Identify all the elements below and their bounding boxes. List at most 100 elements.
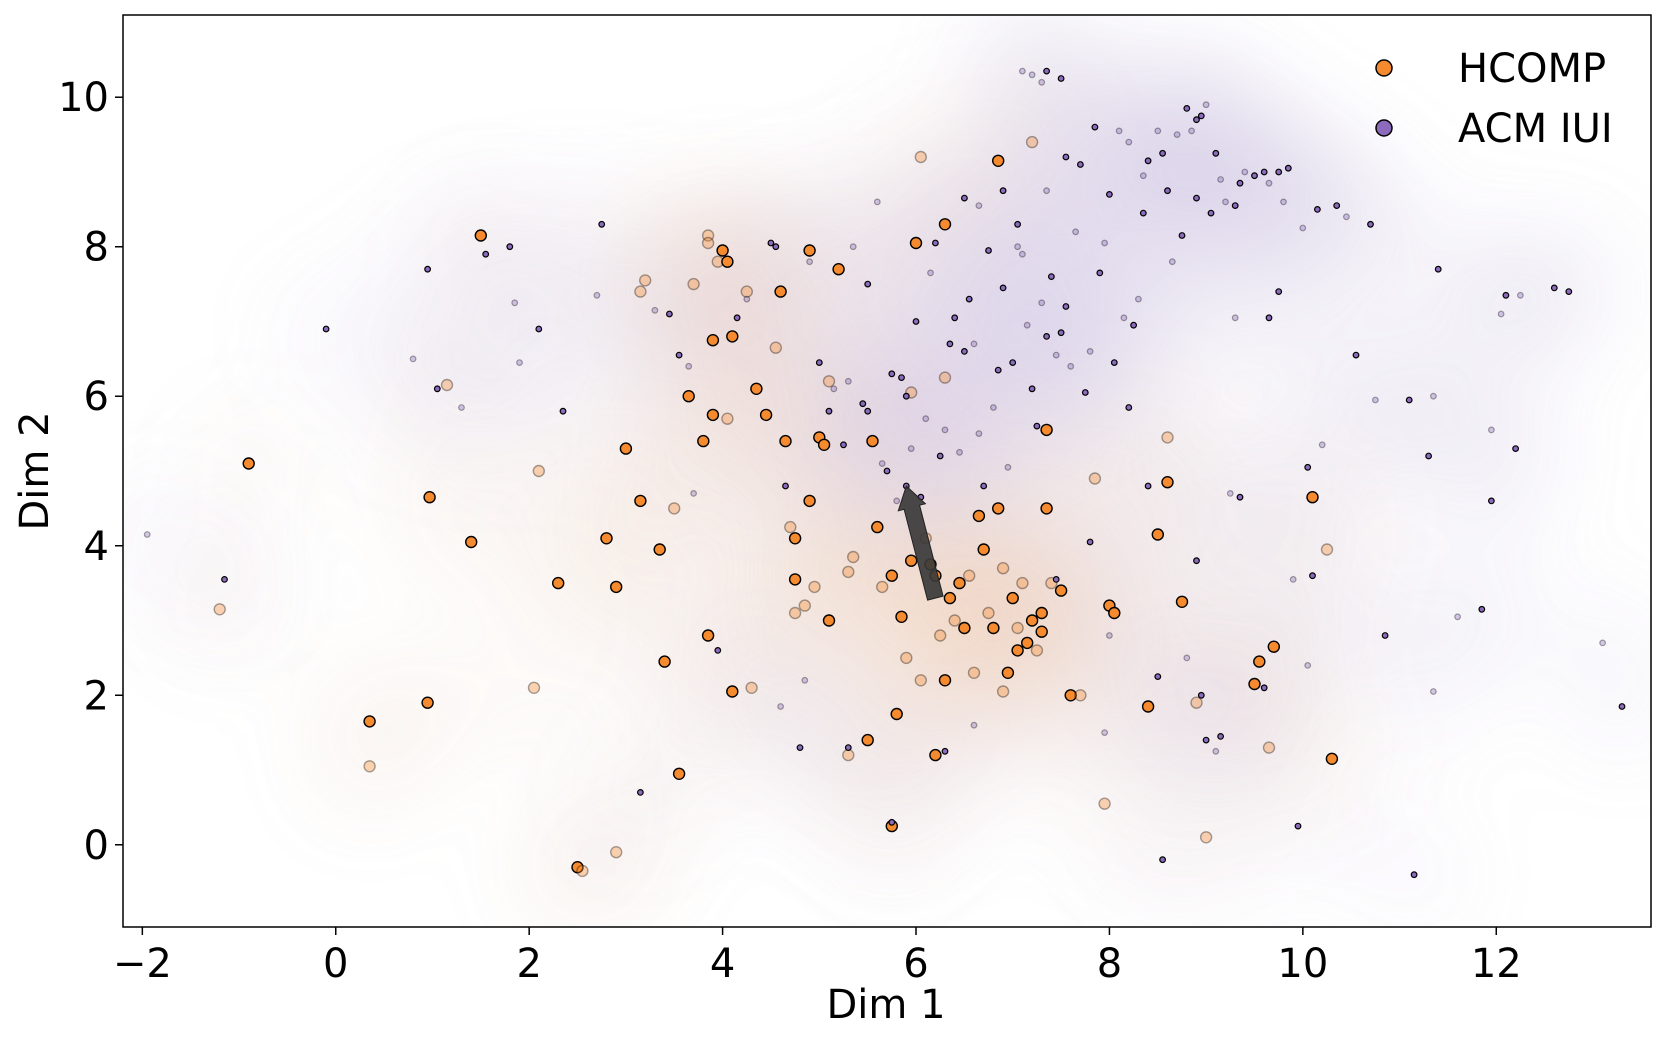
point-acm-iui [1183,104,1191,112]
point-acm-iui [844,744,852,751]
point-hcomp [716,244,729,257]
point-hcomp [1020,636,1034,650]
point-acm-iui [1038,299,1046,307]
point-hcomp [1040,502,1053,515]
point-acm-iui [1130,321,1137,329]
point-acm-iui [1260,168,1268,176]
point-acm-iui [1178,232,1186,239]
point-acm-iui [1487,497,1495,505]
point-hcomp [1054,584,1068,597]
point-acm-iui [1154,673,1162,680]
point-acm-iui [1164,187,1171,195]
point-acm-iui [409,355,417,363]
point-hcomp [938,218,952,231]
point-hcomp [1248,677,1261,691]
point-acm-iui [1454,613,1461,621]
point-hcomp [527,681,541,694]
point-hcomp [1035,625,1048,638]
point-hcomp [817,438,831,451]
point-acm-iui [1067,362,1075,370]
point-hcomp [788,573,802,586]
point-acm-iui [1062,153,1070,161]
point-acm-iui [864,407,872,415]
point-acm-iui [1265,314,1273,322]
point-acm-iui [1304,463,1312,471]
point-hcomp [726,330,739,343]
point-hcomp [885,569,898,582]
point-acm-iui [878,460,886,467]
y-axis: 0 2 4 6 8 10 [58,75,123,869]
x-tick-label: 12 [1471,941,1522,987]
point-acm-iui [1052,351,1060,359]
legend-label-acm-iui: ACM IUI [1458,106,1613,152]
point-hcomp [552,576,565,590]
point-acm-iui [1212,747,1220,755]
point-hcomp [1011,621,1024,635]
point-acm-iui [221,576,228,583]
point-hcomp [900,651,913,665]
point-acm-iui [1618,703,1626,710]
point-hcomp [866,434,879,448]
point-hcomp [982,606,995,620]
point-acm-iui [922,415,930,423]
point-hcomp [706,408,720,422]
point-hcomp [658,655,671,668]
point-acm-iui [1134,295,1142,303]
point-acm-iui [782,482,789,490]
point-hcomp [687,277,700,291]
point-hcomp [876,580,889,594]
x-tick-label: 0 [323,941,348,987]
point-acm-iui [1014,220,1021,228]
point-acm-iui [1236,179,1244,187]
point-hcomp [987,621,1000,635]
legend-marker-hcomp [1375,59,1393,77]
point-acm-iui [1381,632,1389,639]
point-hcomp [769,341,782,354]
legend-marker-acm-iui [1375,119,1393,137]
point-acm-iui [801,676,809,684]
point-acm-iui [907,445,915,453]
point-acm-iui [1125,138,1133,146]
point-acm-iui [1502,291,1510,299]
point-acm-iui [322,325,330,333]
point-acm-iui [849,243,857,251]
point-hcomp [1006,591,1019,605]
point-hcomp [914,150,927,164]
point-hcomp [532,464,545,478]
point-acm-iui [970,721,978,729]
point-acm-iui [1222,198,1229,206]
point-acm-iui [1226,490,1234,497]
point-acm-iui [1096,269,1104,277]
point-acm-iui [1062,303,1070,310]
point-acm-iui [1105,632,1113,639]
y-axis-label: Dim 2 [12,411,58,530]
point-acm-iui [516,359,523,367]
point-hcomp [808,580,821,594]
point-hcomp [934,629,947,642]
point-acm-iui [1429,392,1437,400]
point-acm-iui [1168,258,1176,266]
point-acm-iui [859,400,867,408]
point-hcomp [788,532,802,545]
point-hcomp [634,285,647,298]
point-hcomp [1306,491,1319,504]
point-hcomp [465,535,478,549]
point-acm-iui [941,426,949,434]
point-hcomp [726,685,739,698]
point-acm-iui [772,243,780,251]
point-hcomp [682,390,695,403]
point-acm-iui [888,818,896,826]
legend-label-hcomp: HCOMP [1458,46,1606,92]
point-acm-iui [559,407,567,415]
point-acm-iui [1144,482,1152,490]
point-acm-iui [1207,209,1215,217]
point-hcomp [701,629,715,642]
point-acm-iui [1367,220,1374,228]
point-acm-iui [1231,202,1239,210]
point-hcomp [363,760,376,773]
point-hcomp [1025,614,1039,627]
point-hcomp [1001,666,1015,679]
point-acm-iui [873,198,881,206]
point-acm-iui [714,647,722,654]
point-hcomp [1108,606,1121,620]
